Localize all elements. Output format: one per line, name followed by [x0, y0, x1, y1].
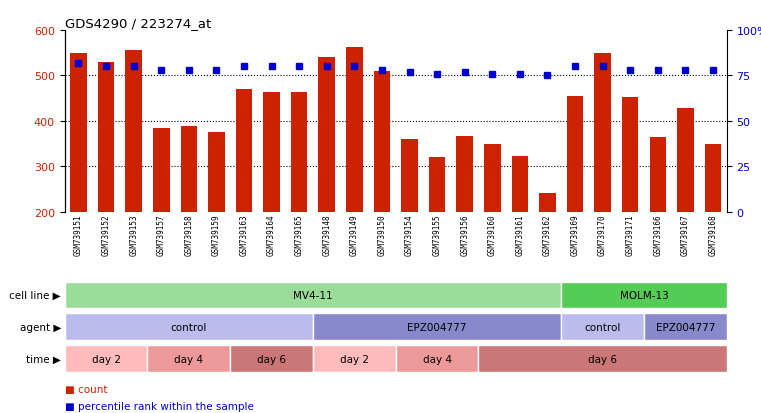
Text: GSM739152: GSM739152	[101, 214, 110, 255]
Text: GSM739151: GSM739151	[74, 214, 83, 255]
Text: time ▶: time ▶	[26, 354, 61, 364]
Bar	[180, 127, 197, 212]
Bar	[263, 93, 280, 212]
Bar	[374, 72, 390, 212]
Text: control: control	[170, 322, 207, 332]
Text: GSM739171: GSM739171	[626, 214, 635, 255]
Text: GSM739166: GSM739166	[653, 214, 662, 255]
Text: GSM739149: GSM739149	[350, 214, 359, 255]
Text: day 2: day 2	[91, 354, 120, 364]
Text: agent ▶: agent ▶	[20, 322, 61, 332]
Bar	[511, 157, 528, 212]
Bar	[484, 144, 501, 212]
Text: day 6: day 6	[588, 354, 617, 364]
Text: GSM739154: GSM739154	[405, 214, 414, 255]
Text: GSM739159: GSM739159	[212, 214, 221, 255]
Text: EPZ004777: EPZ004777	[407, 322, 466, 332]
Text: GSM739157: GSM739157	[157, 214, 166, 255]
Bar	[396, 346, 479, 372]
Bar	[649, 138, 666, 212]
Text: GSM739163: GSM739163	[240, 214, 249, 255]
Bar	[622, 97, 638, 212]
Text: GSM739158: GSM739158	[184, 214, 193, 255]
Bar	[126, 51, 142, 212]
Bar	[97, 63, 114, 212]
Bar	[209, 133, 224, 212]
Bar	[318, 58, 335, 212]
Text: GSM739170: GSM739170	[598, 214, 607, 255]
Bar	[313, 314, 561, 340]
Bar	[644, 314, 727, 340]
Text: GSM739162: GSM739162	[543, 214, 552, 255]
Bar	[705, 144, 721, 212]
Text: GSM739160: GSM739160	[488, 214, 497, 255]
Text: GSM739148: GSM739148	[322, 214, 331, 255]
Text: GSM739155: GSM739155	[432, 214, 441, 255]
Text: day 4: day 4	[174, 354, 203, 364]
Bar	[561, 282, 727, 309]
Bar	[429, 158, 445, 212]
Bar	[479, 346, 727, 372]
Text: EPZ004777: EPZ004777	[656, 322, 715, 332]
Bar	[236, 90, 252, 212]
Bar	[70, 54, 87, 212]
Bar	[65, 346, 148, 372]
Text: MV4-11: MV4-11	[293, 290, 333, 300]
Bar	[65, 282, 561, 309]
Text: GSM739150: GSM739150	[377, 214, 387, 255]
Text: day 6: day 6	[257, 354, 286, 364]
Text: GSM739168: GSM739168	[708, 214, 718, 255]
Text: GSM739164: GSM739164	[267, 214, 276, 255]
Bar	[677, 109, 694, 212]
Bar	[230, 346, 313, 372]
Text: GSM739156: GSM739156	[460, 214, 470, 255]
Text: control: control	[584, 322, 621, 332]
Bar	[65, 314, 313, 340]
Bar	[346, 48, 362, 212]
Text: GSM739167: GSM739167	[681, 214, 690, 255]
Text: ■ count: ■ count	[65, 384, 107, 394]
Text: GSM739153: GSM739153	[129, 214, 139, 255]
Bar	[539, 193, 556, 212]
Bar	[153, 128, 170, 212]
Text: ■ percentile rank within the sample: ■ percentile rank within the sample	[65, 401, 253, 411]
Text: GSM739161: GSM739161	[515, 214, 524, 255]
Text: GDS4290 / 223274_at: GDS4290 / 223274_at	[65, 17, 211, 30]
Text: MOLM-13: MOLM-13	[619, 290, 668, 300]
Text: day 4: day 4	[422, 354, 451, 364]
Text: cell line ▶: cell line ▶	[9, 290, 61, 300]
Bar	[313, 346, 396, 372]
Bar	[291, 93, 307, 212]
Text: GSM739169: GSM739169	[571, 214, 580, 255]
Bar	[457, 137, 473, 212]
Bar	[148, 346, 230, 372]
Text: day 2: day 2	[340, 354, 369, 364]
Bar	[401, 140, 418, 212]
Bar	[561, 314, 644, 340]
Text: GSM739165: GSM739165	[295, 214, 304, 255]
Bar	[594, 54, 611, 212]
Bar	[567, 97, 584, 212]
